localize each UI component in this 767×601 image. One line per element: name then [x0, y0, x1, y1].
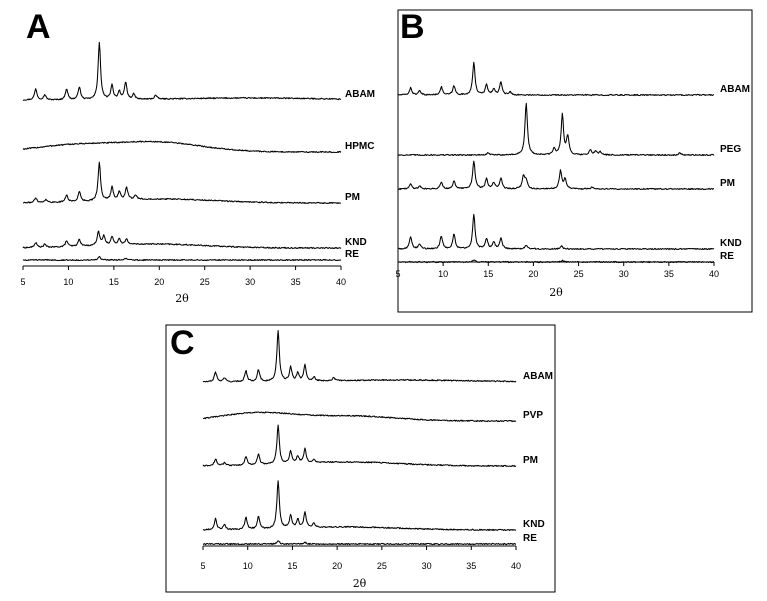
x-axis-title: 2θ	[549, 286, 563, 299]
x-tick-label: 20	[332, 561, 342, 571]
x-tick-label: 40	[336, 277, 346, 287]
trace-pm	[22, 161, 342, 205]
trace-knd	[202, 480, 517, 532]
x-tick-label: 5	[200, 561, 205, 571]
x-tick-label: 30	[245, 277, 255, 287]
series-label-re: RE	[523, 533, 537, 544]
trace-re	[397, 259, 715, 264]
panel-letter: B	[400, 8, 425, 46]
x-tick-label: 15	[109, 277, 119, 287]
series-label-abam: ABAM	[345, 89, 375, 100]
series-label-abam: ABAM	[720, 84, 750, 95]
x-tick-label: 25	[200, 277, 210, 287]
x-axis-title: 2θ	[353, 577, 367, 590]
series-label-peg: PEG	[720, 144, 741, 155]
series-label-knd: KND	[523, 519, 545, 530]
series-label-re: RE	[345, 249, 359, 260]
x-axis-title: 2θ	[175, 292, 189, 305]
x-tick-label: 5	[20, 277, 25, 287]
x-tick-label: 20	[528, 269, 538, 279]
x-tick-label: 30	[422, 561, 432, 571]
x-tick-label: 25	[377, 561, 387, 571]
panel-letter: C	[170, 324, 195, 362]
series-label-pm: PM	[345, 192, 360, 203]
trace-peg	[397, 102, 715, 157]
trace-re	[22, 255, 342, 262]
x-tick-label: 35	[466, 561, 476, 571]
trace-abam	[202, 329, 517, 383]
x-tick-label: 10	[243, 561, 253, 571]
series-label-pvp: PVP	[523, 410, 543, 421]
panel-c: C 5 10 15 20 25 30 35 40 2θ ABAM PVP PM KND RE	[165, 324, 556, 593]
series-label-pm: PM	[523, 455, 538, 466]
panel-letter: A	[26, 8, 51, 46]
x-tick-label: 35	[664, 269, 674, 279]
trace-abam	[22, 41, 341, 101]
x-tick-label: 40	[709, 269, 719, 279]
series-label-knd: KND	[720, 238, 742, 249]
x-tick-label: 25	[574, 269, 584, 279]
x-tick-label: 40	[511, 561, 521, 571]
trace-knd	[397, 213, 715, 251]
trace-pm	[202, 424, 517, 468]
x-tick-label: 10	[438, 269, 448, 279]
x-tick-label: 10	[63, 277, 73, 287]
x-tick-label: 35	[291, 277, 301, 287]
trace-pvp	[202, 411, 517, 423]
trace-knd	[22, 230, 342, 250]
series-label-abam: ABAM	[523, 371, 553, 382]
series-label-hpmc: HPMC	[345, 141, 374, 152]
trace-abam	[397, 61, 715, 97]
trace-pm	[397, 160, 714, 191]
panel-frame	[397, 9, 753, 313]
series-label-knd: KND	[345, 237, 367, 248]
x-tick-label: 5	[395, 269, 400, 279]
panel-frame	[165, 324, 556, 593]
series-label-pm: PM	[720, 178, 735, 189]
x-tick-label: 30	[619, 269, 629, 279]
panel-b: B 5 10 15 20 25 30 35 40 2θ ABAM PEG PM KND RE	[395, 8, 753, 313]
x-tick-label: 20	[154, 277, 164, 287]
trace-hpmc	[22, 140, 342, 154]
x-tick-label: 15	[483, 269, 493, 279]
trace-re	[202, 540, 516, 546]
series-label-re: RE	[720, 251, 734, 262]
x-tick-label: 15	[287, 561, 297, 571]
